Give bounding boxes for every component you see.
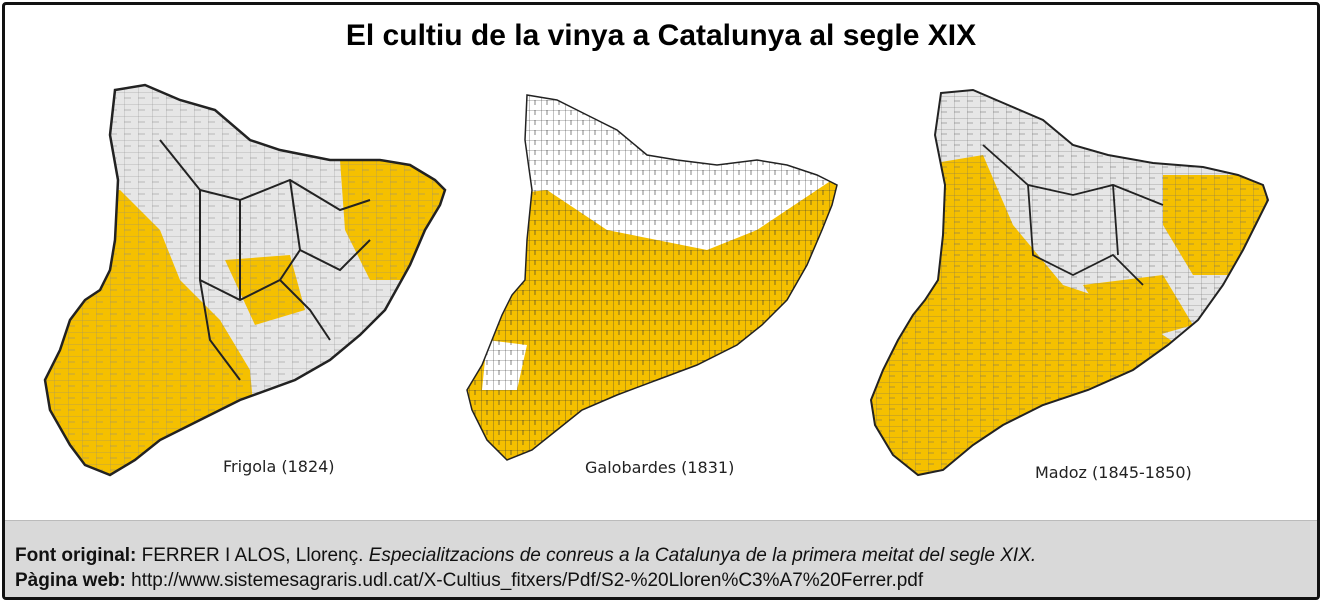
catalonia-map-galobardes (466, 94, 838, 461)
map-label-galobardes: Galobardes (1831) (585, 458, 735, 477)
source-title: Especialitzacions de conreus a la Catalu… (368, 545, 1037, 566)
source-label: Font original: (15, 545, 137, 566)
district-borders (159, 139, 371, 381)
page-title: El cultiu de la vinya a Catalunya al seg… (345, 19, 977, 52)
web-line: Pàgina web: http://www.sistemesagraris.u… (15, 570, 923, 592)
catalonia-map-madoz (869, 88, 1270, 477)
map-label-frigola: Frigola (1824) (223, 457, 335, 476)
map-label-madoz: Madoz (1845-1850) (1035, 463, 1192, 482)
map-galobardes (457, 90, 847, 470)
source-line: Font original: FERRER I ALOS, Llorenç. E… (15, 545, 1036, 567)
map-frigola (40, 80, 450, 480)
catalonia-map-frigola (43, 83, 447, 477)
web-label: Pàgina web: (15, 570, 126, 591)
map-madoz (863, 85, 1273, 485)
web-url[interactable]: http://www.sistemesagraris.udl.cat/X-Cul… (131, 570, 924, 591)
source-author: FERRER I ALOS, Llorenç. (141, 545, 364, 566)
source-footer: Font original: FERRER I ALOS, Llorenç. E… (5, 520, 1317, 597)
district-borders (982, 144, 1164, 286)
